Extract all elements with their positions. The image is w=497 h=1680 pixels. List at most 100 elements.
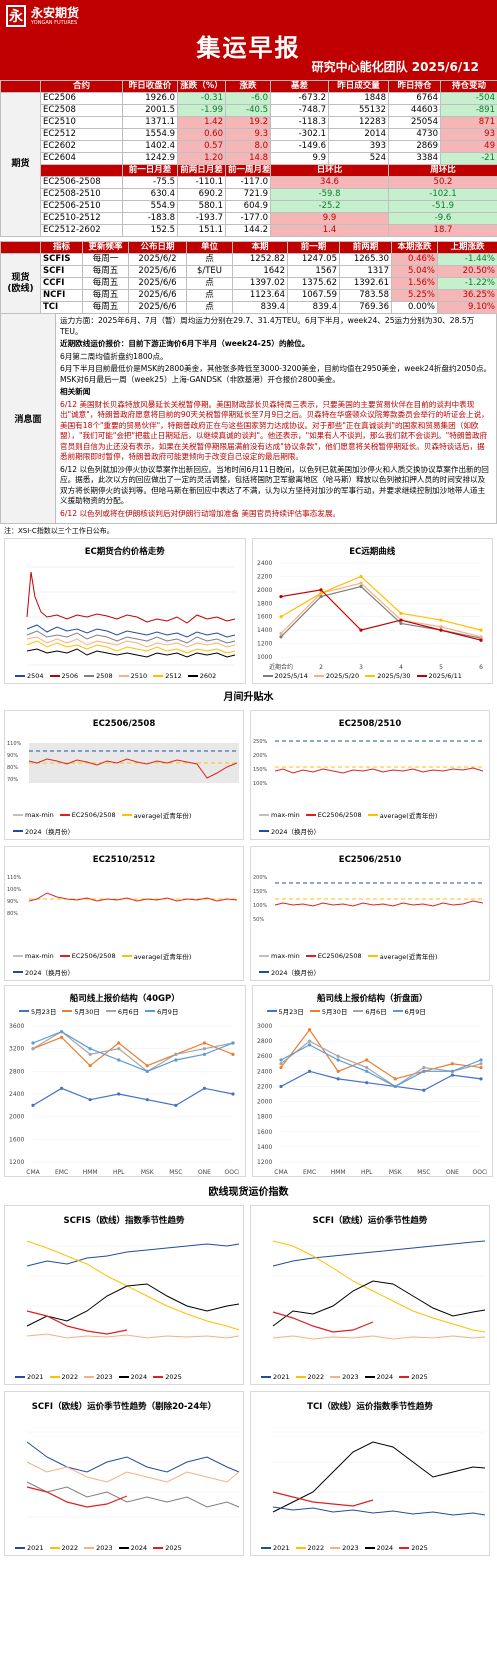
legend-swatch [295, 1547, 306, 1549]
x-tick-label: EMC [55, 1169, 68, 1176]
legend-swatch [118, 1376, 129, 1378]
y-tick-label: 1200 [257, 1159, 272, 1166]
table-cell: 期货 [0, 92, 41, 237]
data-point [117, 1041, 121, 1045]
legend-item: 2025 [153, 1373, 182, 1381]
data-point [117, 1092, 121, 1096]
table-cell: 指标 [40, 241, 83, 254]
logo-icon: 永 [6, 5, 26, 27]
logo-cn: 永安期货 [31, 5, 80, 20]
table-cell: 0.57 [177, 140, 226, 153]
data-point [278, 615, 283, 619]
y-tick-label: 2200 [257, 1083, 272, 1090]
chart-title: EC2508/2510 [338, 719, 402, 729]
table-cell: NCFI [40, 289, 83, 302]
legend-swatch [13, 814, 23, 816]
x-tick-label: HMM [330, 1169, 345, 1176]
legend-swatch [367, 814, 378, 816]
legend-swatch [305, 814, 316, 816]
legend-item: 2023 [330, 1544, 359, 1552]
table-cell: EC2506 [40, 92, 123, 105]
news-item-tariff: 6/12 美国财长贝森特放风暴延长关税暂停期。美国财政部长贝森特周三表示，只要美… [60, 399, 489, 462]
legend-swatch [49, 675, 60, 677]
table-cell: 2001.5 [122, 104, 178, 117]
table-cell: 涨跌（%） [177, 80, 226, 93]
y-tick-label: 1000 [257, 654, 272, 661]
table-cell: 点 [186, 289, 233, 302]
table-cell: 点 [186, 253, 233, 266]
table-cell: 1397.02 [232, 277, 288, 290]
legend-item: 2508 [84, 672, 113, 680]
table-cell: 昨日持仓 [388, 80, 441, 93]
legend-item: average(近青年份) [121, 951, 191, 961]
table-cell: 1848 [328, 92, 389, 105]
legend-swatch [313, 675, 324, 677]
legend-item: 2024 [118, 1544, 147, 1552]
table-row: CCFI 每周五 2025/6/6 点 1397.02 1375.62 1392.61 1.5… [1, 277, 497, 290]
legend-swatch [353, 1010, 364, 1012]
legend-item: 2024（换月份） [259, 967, 320, 977]
spot-index-section-title: 欧线现货运价指数 [208, 1187, 289, 1198]
y-tick-label: 3600 [9, 1023, 24, 1030]
table-cell: CCFI [40, 277, 83, 290]
legend-item: 2025 [153, 1544, 182, 1552]
data-point [145, 1064, 149, 1068]
legend-swatch [15, 1376, 25, 1378]
data-point [202, 1047, 207, 1051]
x-tick-label: HMM [83, 1169, 98, 1176]
data-point [202, 1052, 207, 1056]
table-cell: 2025/6/6 [128, 265, 187, 278]
table-cell: EC2508 [40, 104, 123, 117]
chart-title: EC期货合约价格走势 [84, 547, 165, 557]
table-cell: -149.6 [270, 140, 329, 153]
svg-text:150%: 150% [253, 767, 268, 773]
data-point [318, 591, 323, 595]
series-line [32, 1036, 234, 1067]
data-point [202, 1086, 207, 1090]
data-point [358, 628, 363, 632]
legend-item: 6月9日 [145, 1006, 178, 1016]
data-point [174, 1103, 178, 1107]
legend-swatch [49, 1547, 60, 1549]
y-tick-label: 3200 [9, 1046, 24, 1053]
chart-title: EC2510/2512 [92, 855, 156, 865]
tci-seasonal-chart: TCI（欧线）运价指数季节性趋势 2021 2022 2023 2024 2025 [250, 1391, 490, 1556]
y-tick-label: 1200 [257, 641, 272, 648]
table-cell: 144.2 [225, 224, 271, 237]
table-row: EC2510-2512 -183.8 -193.7 -177.0 9.9 -9.6 [1, 212, 497, 225]
table-cell: 393 [328, 140, 389, 153]
legend-swatch [259, 955, 269, 957]
data-point [336, 1058, 340, 1062]
legend-item: 5月30日 [309, 1006, 347, 1016]
data-point [231, 1041, 235, 1045]
table-cell: 前两日月差 [177, 164, 226, 177]
data-point [398, 618, 403, 622]
x-tick-label: MSC [169, 1169, 182, 1176]
legend-swatch [62, 1010, 73, 1012]
data-point [117, 1058, 121, 1062]
spread-chart-2508-2510: EC2508/2510 250% 200% 150% 100% max-min EC25… [250, 710, 490, 840]
table-cell: 152.5 [122, 224, 178, 237]
data-point [398, 611, 403, 615]
data-point [318, 594, 323, 599]
table-cell [0, 241, 41, 254]
legend-swatch [295, 1376, 306, 1378]
legend-item: 2025/6/11 [416, 672, 462, 680]
table-cell: EC2506-2508 [40, 176, 123, 189]
table-cell: 769.36 [339, 301, 392, 314]
table-cell: 1371.1 [122, 116, 178, 129]
table-row: EC2508 2001.5 -1.99 -40.5 -748.7 55132 44603 -8… [1, 104, 497, 117]
legend-swatch [309, 1010, 320, 1012]
report-header: 永 永安期货 YONGAN FUTURES 集运早报 研究中心能化团队 2025… [0, 0, 497, 80]
table-cell: -1.44% [437, 253, 497, 266]
table-cell: 721.9 [225, 188, 271, 201]
table-cell: 34.6 [270, 176, 389, 189]
x-tick-label: MSC [417, 1169, 430, 1176]
table-cell: 点 [186, 301, 233, 314]
table-cell: 1567 [287, 265, 340, 278]
table-cell: EC2510 [40, 116, 123, 129]
table-cell: SCFI [40, 265, 83, 278]
table-cell: 5.04% [391, 265, 438, 278]
legend-item: EC2506/2508 [59, 951, 116, 961]
table-cell: 2025/6/6 [128, 277, 187, 290]
